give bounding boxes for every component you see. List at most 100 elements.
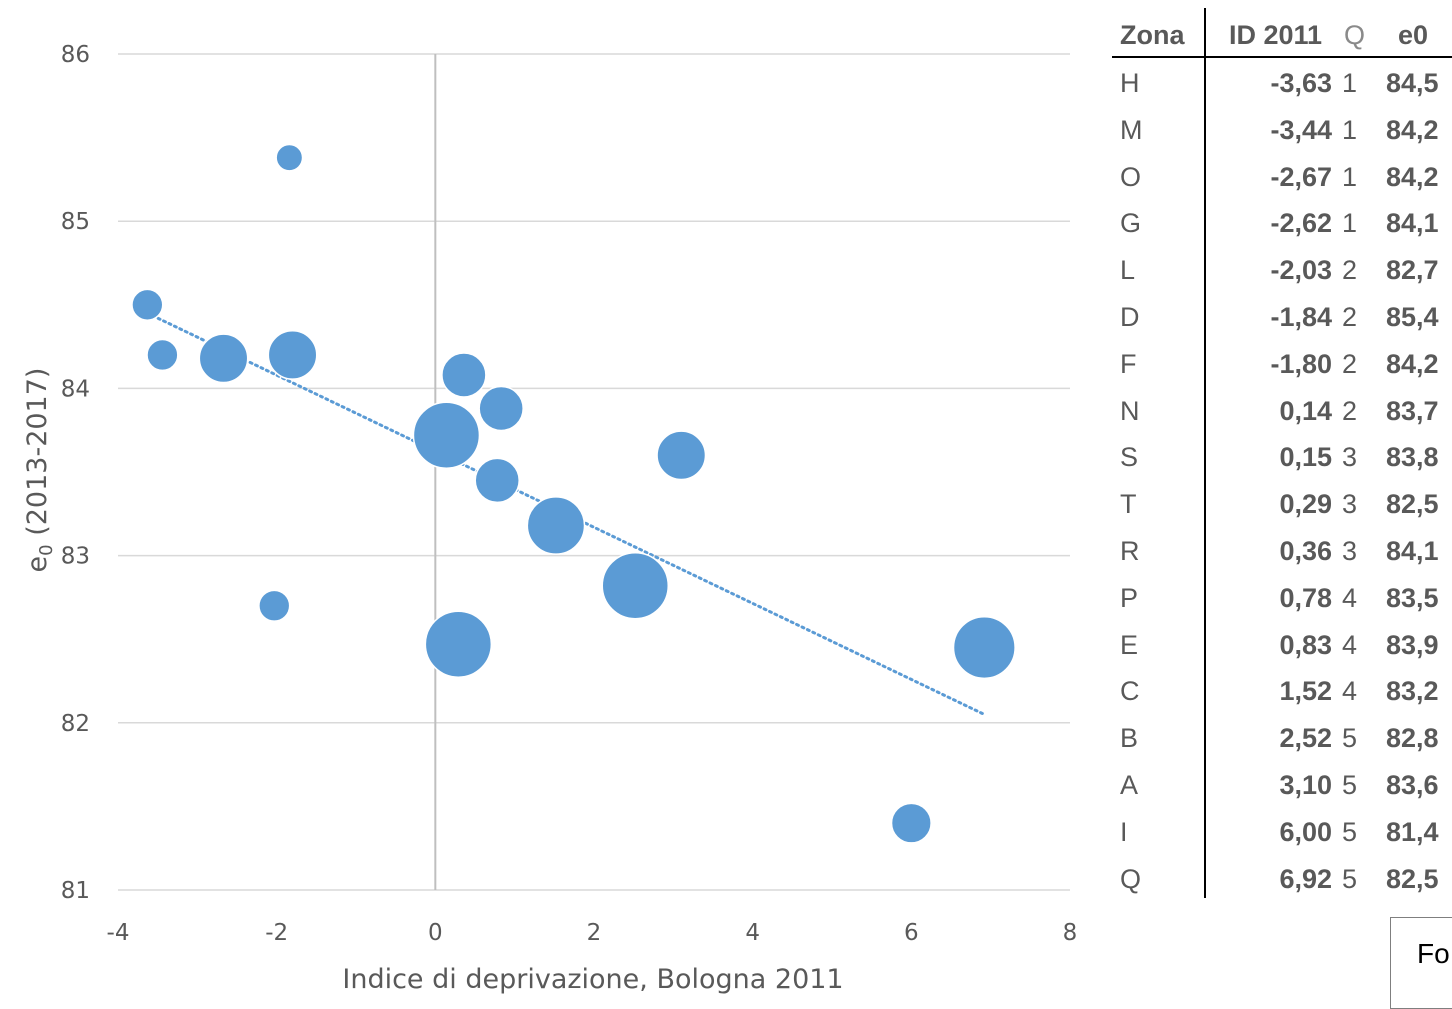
data-point xyxy=(424,610,493,678)
table-row: P 0,78 4 83,5 xyxy=(1112,577,1452,623)
table-header-divider xyxy=(1112,56,1452,58)
cell-id-2011: -3,63 xyxy=(1270,68,1332,98)
table-row: L -2,03 2 82,7 xyxy=(1112,249,1452,295)
cell-quintile: 1 xyxy=(1342,114,1358,145)
x-axis-title: Indice di deprivazione, Bologna 2011 xyxy=(342,964,843,995)
x-tick-label: 8 xyxy=(1063,920,1078,946)
table-row: A 3,10 5 83,6 xyxy=(1112,764,1452,810)
cell-quintile: 5 xyxy=(1342,863,1358,894)
cell-e0: 82,5 xyxy=(1386,489,1439,520)
table-row: E 0,83 4 83,9 xyxy=(1112,624,1452,670)
x-tick-label: -2 xyxy=(265,920,288,946)
cell-zona: R xyxy=(1120,536,1140,566)
data-point xyxy=(275,143,304,172)
cell-zona: F xyxy=(1120,348,1137,379)
data-point xyxy=(526,496,586,555)
cell-quintile: 5 xyxy=(1342,723,1358,754)
x-tick-label: 2 xyxy=(587,920,602,946)
y-tick-label: 82 xyxy=(61,711,90,737)
cell-quintile: 5 xyxy=(1342,770,1358,800)
cell-e0: 84,2 xyxy=(1386,348,1439,379)
data-point xyxy=(478,385,524,432)
cell-e0: 83,5 xyxy=(1386,582,1439,613)
header-q: Q xyxy=(1344,20,1364,50)
cell-id-2011: 0,83 xyxy=(1279,629,1332,660)
cell-id-2011: 0,36 xyxy=(1279,536,1332,566)
data-point xyxy=(258,589,291,622)
cell-e0: 84,5 xyxy=(1386,68,1439,98)
cell-quintile: 3 xyxy=(1342,442,1358,473)
table-vertical-divider xyxy=(1204,8,1206,898)
cell-id-2011: 0,29 xyxy=(1279,489,1332,520)
cell-zona: P xyxy=(1120,582,1139,613)
cell-e0: 81,4 xyxy=(1386,816,1439,847)
x-tick-labels: -4 -2 0 2 4 6 8 xyxy=(107,920,1078,946)
data-point xyxy=(412,401,481,469)
x-tick-label: 4 xyxy=(745,920,760,946)
cell-id-2011: -2,03 xyxy=(1270,255,1332,286)
cell-zona: S xyxy=(1120,442,1139,473)
x-tick-label: 6 xyxy=(904,920,919,946)
cell-id-2011: 0,14 xyxy=(1279,395,1332,426)
cell-e0: 83,9 xyxy=(1386,629,1439,660)
cell-id-2011: 0,15 xyxy=(1279,442,1332,473)
zone-table: Zona ID 2011 Q e0 H -3,63 1 84,5 M -3,44 1 84,2… xyxy=(1112,8,1452,900)
cell-zona: L xyxy=(1120,255,1136,286)
data-point xyxy=(441,352,487,398)
header-id-2011: ID 2011 xyxy=(1229,20,1323,50)
cell-e0: 82,5 xyxy=(1386,863,1439,894)
cell-quintile: 3 xyxy=(1342,489,1358,520)
y-tick-label: 85 xyxy=(61,209,90,235)
data-point xyxy=(198,333,249,384)
cell-zona: G xyxy=(1120,208,1142,239)
cell-e0: 83,6 xyxy=(1386,770,1439,800)
table-row: S 0,15 3 83,8 xyxy=(1112,436,1452,482)
cell-e0: 85,4 xyxy=(1386,302,1439,332)
y-tick-labels: 81 82 83 84 85 86 xyxy=(61,42,90,904)
table-row: T 0,29 3 82,5 xyxy=(1112,483,1452,529)
cell-id-2011: 0,78 xyxy=(1279,582,1332,613)
cell-quintile: 2 xyxy=(1342,255,1358,286)
cell-zona: H xyxy=(1120,68,1140,98)
cell-quintile: 4 xyxy=(1342,582,1358,613)
cell-id-2011: 3,10 xyxy=(1279,770,1332,800)
table-row: D -1,84 2 85,4 xyxy=(1112,296,1452,342)
header-zona: Zona xyxy=(1120,20,1185,50)
cell-id-2011: 1,52 xyxy=(1279,676,1332,707)
data-point xyxy=(131,288,164,321)
cell-zona: D xyxy=(1120,302,1140,332)
x-tick-label: -4 xyxy=(107,920,130,946)
cell-e0: 83,8 xyxy=(1386,442,1439,473)
cell-quintile: 4 xyxy=(1342,676,1358,707)
cell-e0: 82,7 xyxy=(1386,255,1439,286)
y-tick-label: 84 xyxy=(61,376,90,402)
y-tick-label: 86 xyxy=(61,42,90,68)
table-row: N 0,14 2 83,7 xyxy=(1112,390,1452,436)
cell-zona: O xyxy=(1120,161,1142,192)
cell-e0: 84,2 xyxy=(1386,161,1439,192)
cell-e0: 83,2 xyxy=(1386,676,1439,707)
cell-id-2011: 6,00 xyxy=(1279,816,1332,847)
data-point xyxy=(952,616,1016,680)
data-point xyxy=(267,330,318,380)
cell-quintile: 3 xyxy=(1342,536,1358,566)
cell-zona: E xyxy=(1120,629,1139,660)
cell-zona: N xyxy=(1120,395,1140,426)
table-row: B 2,52 5 82,8 xyxy=(1112,717,1452,763)
cell-quintile: 1 xyxy=(1342,68,1358,98)
y-tick-label: 81 xyxy=(61,878,90,904)
cell-quintile: 5 xyxy=(1342,816,1358,847)
x-tick-label: 0 xyxy=(428,920,443,946)
y-tick-label: 83 xyxy=(61,544,90,570)
cell-quintile: 2 xyxy=(1342,395,1358,426)
cell-id-2011: 2,52 xyxy=(1279,723,1332,754)
cell-zona: M xyxy=(1120,114,1143,145)
table-row: H -3,63 1 84,5 xyxy=(1112,62,1452,108)
table-row: G -2,62 1 84,1 xyxy=(1112,202,1452,248)
cell-id-2011: -2,62 xyxy=(1270,208,1332,239)
cell-e0: 83,7 xyxy=(1386,395,1439,426)
cell-e0: 82,8 xyxy=(1386,723,1439,754)
y-axis-title: e0 (2013-2017) xyxy=(22,368,57,573)
cell-id-2011: -2,67 xyxy=(1270,161,1332,192)
cell-e0: 84,2 xyxy=(1386,114,1439,145)
